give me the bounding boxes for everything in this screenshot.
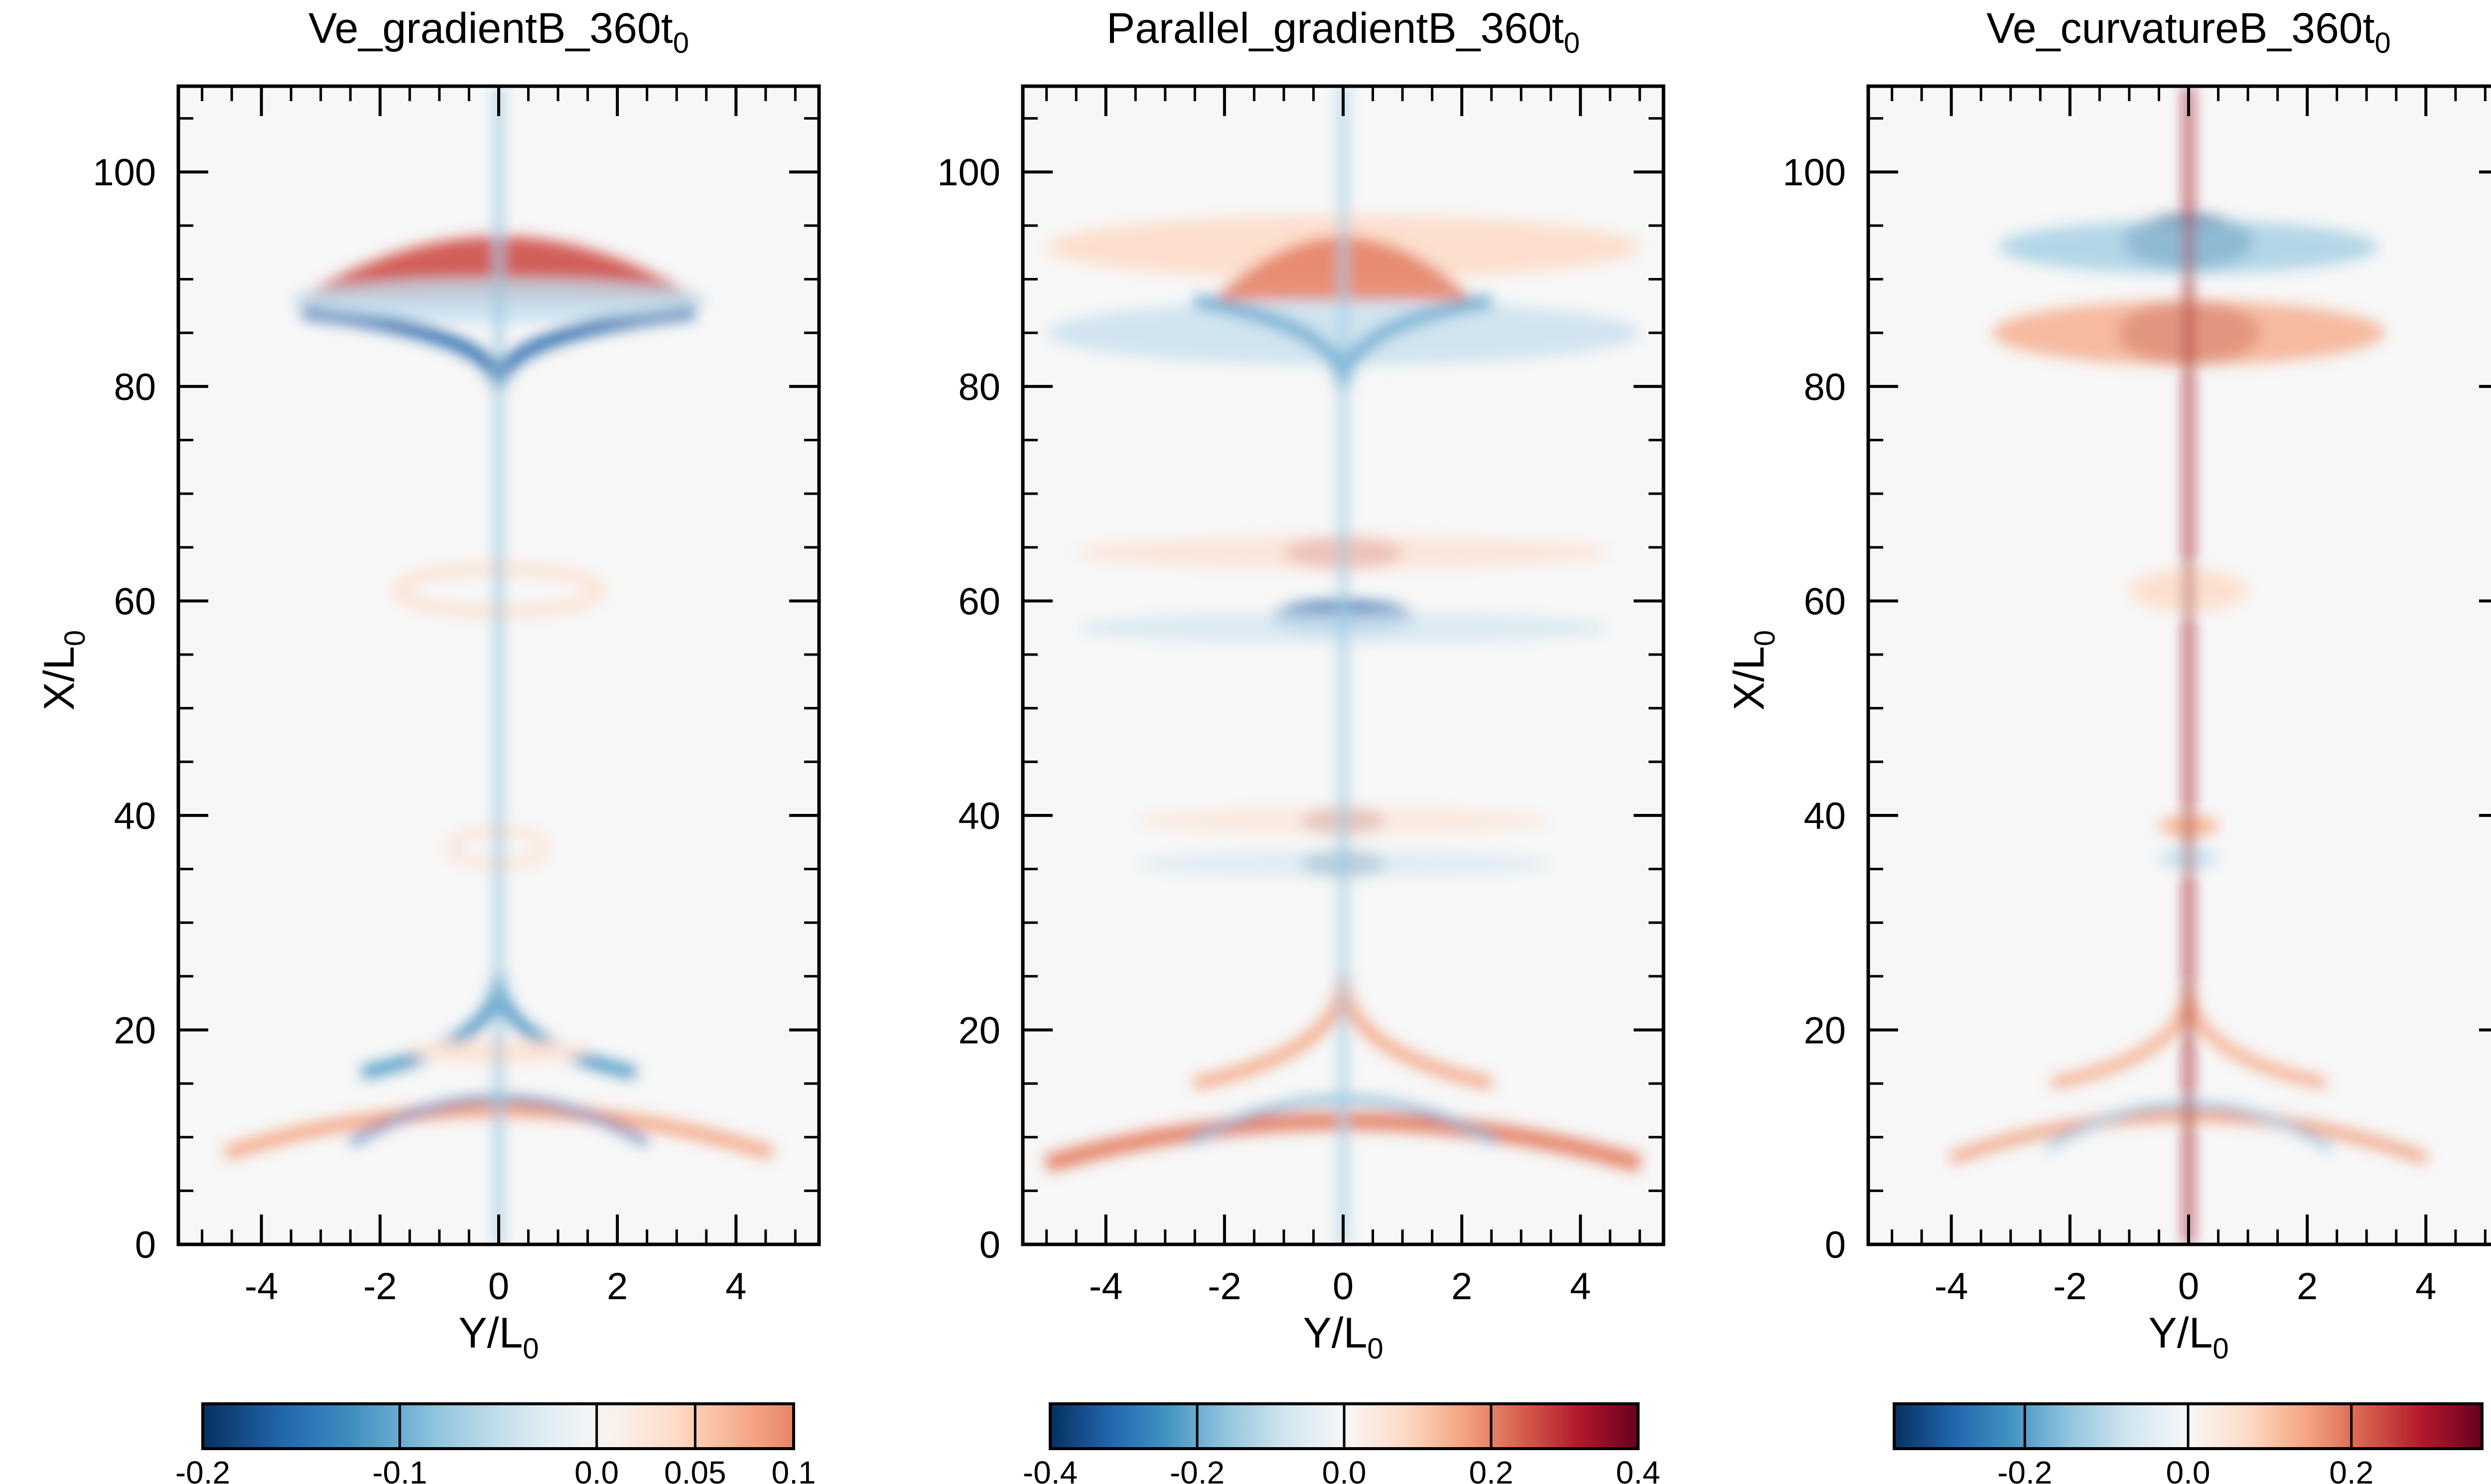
panel-3: Ve_curvatureB_360t0-4 -2 0 2 4020406080100Y/… [1725,4,2491,1484]
x-tick-label: 0 [1333,1265,1354,1308]
y-axis-label: X/L0 [1725,630,1781,710]
colorbar-tick-label: -0.2 [1997,1455,2052,1484]
x-tick-label: 2 [2297,1265,2318,1308]
y-tick-label: 80 [958,366,1000,408]
colorbar-tick-label: 0.2 [2329,1455,2373,1484]
panel-1: Ve_gradientB_360t0-4 -2 0 2 4020406080100Y/L… [35,4,821,1484]
colorbar-tick-label: 0.4 [1616,1455,1661,1484]
x-tick-label: 4 [2415,1265,2436,1308]
colorbar-tick-label: 0.2 [1469,1455,1514,1484]
colorbar: -0.2 -0.1 0.0 0.05 0.1 [175,1402,816,1484]
heatmap-area [178,86,819,1244]
x-tick-label: 4 [1570,1265,1591,1308]
colorbar-tick-label: -0.2 [1170,1455,1225,1484]
y-tick-label: 60 [1803,580,1846,623]
panel-title: Parallel_gradientB_360t0 [1107,4,1580,59]
x-tick-label: 4 [725,1265,746,1308]
colorbar-tick-label: 0.1 [772,1455,816,1484]
y-axis-label: X/L0 [35,630,91,710]
colorbar-tick-label: 0.05 [664,1455,726,1484]
y-tick-label: 60 [958,580,1000,623]
x-tick-label: 0 [488,1265,509,1308]
y-tick-label: 0 [1825,1224,1846,1266]
x-tick-label: -4 [1935,1265,1968,1308]
x-tick-label: -4 [245,1265,278,1308]
y-tick-label: 80 [1803,366,1846,408]
colorbar-tick-label: 0.0 [1322,1455,1367,1484]
y-tick-label: 40 [958,795,1000,837]
x-tick-label: -2 [2053,1265,2087,1308]
y-tick-label: 20 [958,1009,1000,1052]
colorbar-tick-label: 0.0 [2166,1455,2211,1484]
y-tick-label: 80 [114,366,156,408]
heatmap-area [1868,86,2491,1244]
y-tick-label: 100 [1783,151,1846,194]
y-tick-label: 100 [937,151,1000,194]
x-tick-label: 2 [1451,1265,1472,1308]
x-tick-label: -2 [1208,1265,1242,1308]
y-tick-label: 0 [979,1224,1000,1266]
y-tick-label: 100 [93,151,156,194]
x-tick-label: 2 [607,1265,628,1308]
x-axis-label: Y/L0 [1303,1309,1383,1365]
x-axis-label: Y/L0 [458,1309,539,1365]
heatmap-area [1023,86,1663,1244]
x-axis-label: Y/L0 [2148,1309,2228,1365]
colorbar-tick-label: -0.2 [175,1455,230,1484]
colorbar-tick-label: -0.4 [1023,1455,1078,1484]
y-tick-label: 40 [114,795,156,837]
y-tick-label: 40 [1803,795,1846,837]
x-tick-label: 0 [2178,1265,2199,1308]
y-tick-label: 0 [135,1224,156,1266]
y-tick-label: 60 [114,580,156,623]
y-tick-label: 20 [114,1009,156,1052]
colorbar: -0.4 -0.2 0.0 0.2 0.4 [1023,1402,1661,1484]
x-tick-label: -2 [363,1265,397,1308]
panel-title: Ve_gradientB_360t0 [308,4,689,59]
x-tick-label: -4 [1089,1265,1123,1308]
colorbar: -0.2 0.0 0.2 [1893,1402,2484,1484]
heatmap-background [1868,86,2491,1244]
panel-title: Ve_curvatureB_360t0 [1986,4,2391,59]
panel-2: Parallel_gradientB_360t0-4 -2 0 2 4020406080… [937,4,1665,1484]
colorbar-tick-label: 0.0 [574,1455,619,1484]
panels: Ve_gradientB_360t0-4 -2 0 2 4020406080100Y/L… [35,4,2491,1484]
y-tick-label: 20 [1803,1009,1846,1052]
colorbar-tick-label: -0.1 [372,1455,427,1484]
heatmap-feature-lambda [302,305,695,387]
colorbar-gradient [203,1404,794,1449]
